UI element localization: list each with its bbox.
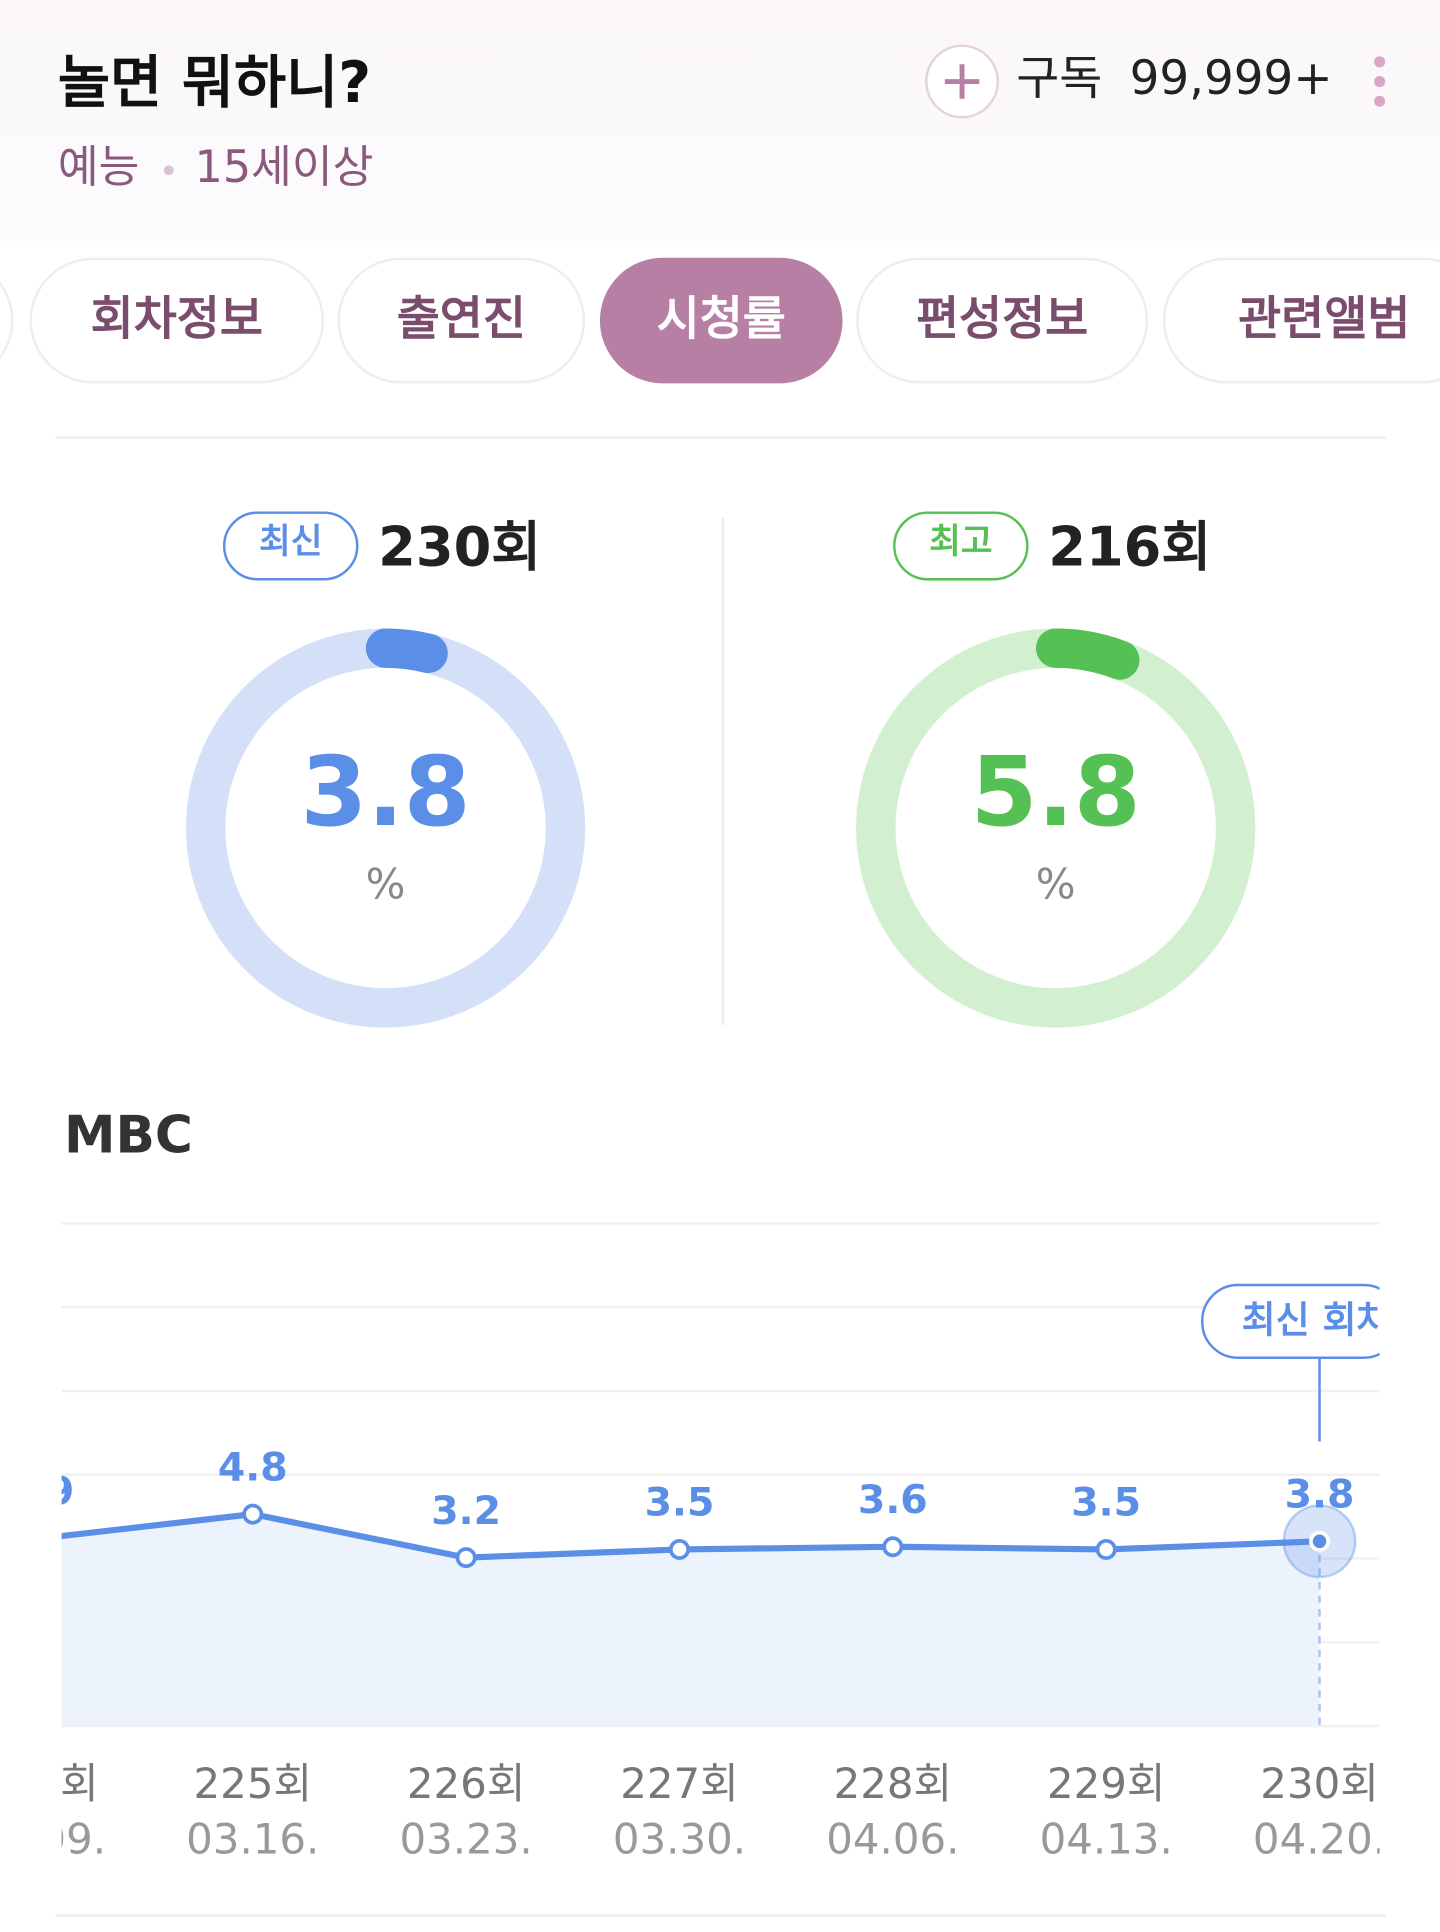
tab[interactable] [856,257,1149,384]
rating-value: 3.8 [300,736,470,848]
value-label: 3.6 [858,1477,928,1523]
value-label: 3.9 [5,1469,75,1515]
rating-value: 5.8 [971,736,1141,848]
title: 놀면 뭐하니? [58,50,371,116]
date-label: 03.09. [0,1814,106,1863]
tab[interactable] [1162,257,1440,384]
chart: 최신 회차 3.9 224회 03.09. 4.8 225회 03.16. 3.2 226회 03… [0,1283,1391,1863]
rating-unit: % [1036,860,1076,909]
point [1309,1530,1330,1552]
date-label: 04.13. [1040,1814,1173,1863]
x-tick-label: 225회 [194,1759,312,1808]
subscribe-button[interactable]: 구독 99,999+ [925,44,1333,119]
donut-arc [365,628,448,674]
area [61,1514,1320,1727]
subscribe-label[interactable]: 구독 [1016,52,1102,106]
point [669,1538,690,1560]
annotation-box [1201,1283,1380,1359]
donut-arc [1035,628,1140,680]
badge [893,511,1029,581]
tab[interactable] [599,257,843,384]
dot [163,165,174,176]
tab-bar: 회차정보 출연진 시청률 편성정보 관련앨범 [0,257,1440,384]
value-label: 3.5 [1071,1480,1141,1526]
value-label: 3.2 [431,1488,501,1534]
age-rating: 15세이상 [195,142,374,193]
date-label: 04.20. [1253,1814,1386,1863]
episode: 230회 [378,516,541,579]
badge-label: 최신 [259,522,322,562]
date-label: 03.16. [186,1814,319,1863]
tab-label[interactable]: 회차정보 [91,292,263,346]
point [31,1530,48,1547]
x-tick-label: 227회 [620,1759,738,1808]
tab[interactable] [29,257,324,384]
badge-label: 최고 [929,522,992,562]
chart-title: MBC [64,1105,193,1165]
episode: 216회 [1048,516,1211,579]
point [455,1547,477,1569]
tab-label[interactable]: 출연진 [397,292,526,346]
value-label: 3.5 [645,1480,715,1526]
x-tick-label: 228회 [834,1759,952,1808]
rating-unit: % [366,860,406,909]
date-label: 04.06. [826,1814,959,1863]
value-label: 3.8 [1285,1471,1355,1517]
x-tick-label: 230회 [1260,1759,1378,1808]
more-menu[interactable] [1374,56,1386,107]
x-tick-label: 229회 [1047,1759,1165,1808]
tab[interactable] [337,257,586,384]
header-bg [0,0,1440,247]
point [242,1503,264,1525]
point [882,1536,904,1558]
tab-label[interactable]: 시청률 [657,292,786,346]
x-tick-label: 226회 [407,1759,525,1808]
date-label: 03.23. [400,1814,533,1863]
genre: 예능 [58,142,140,193]
value-label: 4.8 [218,1444,288,1490]
tab-label[interactable]: 관련앨범 [1238,292,1410,346]
annotation: 최신 회차 [1242,1298,1391,1341]
badge [222,511,359,581]
date-label: 03.30. [613,1814,746,1863]
x-tick-label: 224회 [0,1759,99,1808]
point [1095,1538,1117,1560]
subscriber-count[interactable]: 99,999+ [1130,52,1333,106]
tab-label[interactable]: 편성정보 [916,292,1088,346]
